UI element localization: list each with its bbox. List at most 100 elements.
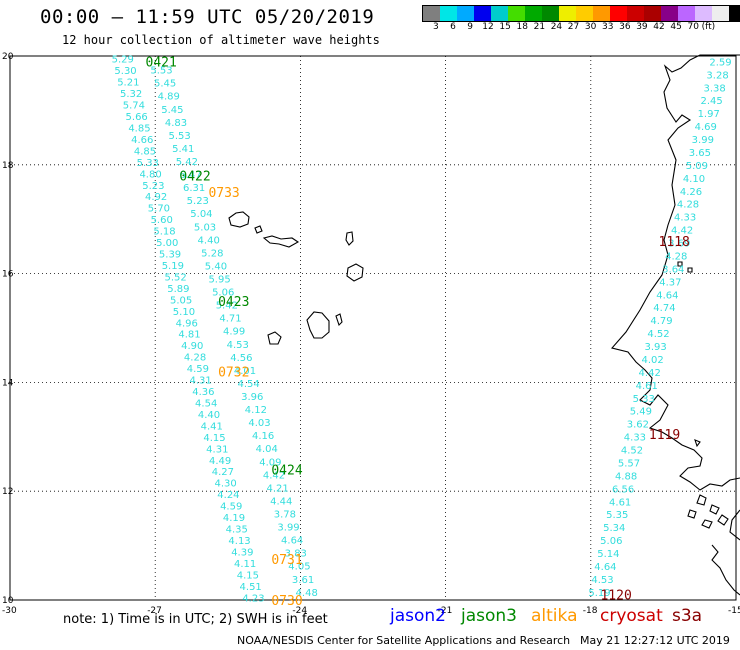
color-swatch <box>712 6 729 21</box>
pass-label: 1118 <box>659 235 690 250</box>
swh-value: 5.40 <box>205 261 227 272</box>
swh-value: 4.35 <box>226 525 248 536</box>
swh-value: 5.21 <box>117 78 139 89</box>
swh-value: 5.04 <box>190 209 212 220</box>
color-swatch <box>695 6 712 21</box>
swh-value: 4.59 <box>187 364 209 375</box>
swh-value: 4.89 <box>158 92 180 103</box>
lat-tick-label: 20 <box>2 52 14 62</box>
swh-value: 4.24 <box>217 490 239 501</box>
swh-value: 6.56 <box>612 484 634 495</box>
swh-value: 5.14 <box>597 549 619 560</box>
lat-tick-label: 12 <box>2 487 13 497</box>
swh-value: 3.93 <box>644 342 666 353</box>
swh-value: 4.56 <box>230 353 252 364</box>
color-scale-label: 24 <box>550 22 563 32</box>
pass-label: 0732 <box>218 366 249 381</box>
swh-value: 4.54 <box>237 379 259 390</box>
swh-value: 5.45 <box>161 105 183 116</box>
swh-value: 5.19 <box>588 588 610 599</box>
swh-value: 4.85 <box>134 146 156 157</box>
swh-value: 4.64 <box>594 562 616 573</box>
island-santo-antao <box>228 211 250 228</box>
swh-value: 4.28 <box>677 200 699 211</box>
color-swatch <box>525 6 542 21</box>
footer-timestamp: May 21 12:27:12 UTC 2019 <box>580 634 730 647</box>
swh-value: 5.03 <box>194 222 216 233</box>
pass-label: 0422 <box>179 170 210 185</box>
swh-value: 5.06 <box>212 288 234 299</box>
island-maio <box>335 313 343 327</box>
color-swatch <box>593 6 610 21</box>
lon-tick-label: -30 <box>2 606 17 616</box>
swh-value: 3.65 <box>689 148 711 159</box>
color-swatch <box>440 6 457 21</box>
swh-value: 4.96 <box>176 318 198 329</box>
swh-value: 4.31 <box>206 444 228 455</box>
swh-value: 4.42 <box>671 226 693 237</box>
island-fogo <box>267 331 282 345</box>
swh-value: 4.09 <box>259 457 281 468</box>
swh-value: 4.01 <box>234 366 256 377</box>
swh-value: 5.42 <box>176 157 198 168</box>
swh-value: 4.13 <box>228 536 250 547</box>
swh-value: 4.61 <box>636 381 658 392</box>
swh-value: 3.61 <box>292 575 314 586</box>
swh-value: 4.71 <box>219 314 241 325</box>
legend-s3a: s3a <box>672 606 703 626</box>
color-swatch <box>627 6 644 21</box>
map-frame <box>9 55 737 601</box>
swh-value: 4.28 <box>665 251 687 262</box>
island-sao-vicente <box>254 225 263 234</box>
swh-value: 4.36 <box>192 387 214 398</box>
swh-value: 4.40 <box>198 410 220 421</box>
color-swatch <box>678 6 695 21</box>
color-scale-label: 18 <box>516 22 528 32</box>
swh-value: 5.57 <box>618 458 640 469</box>
swh-value: 5.42 <box>216 301 238 312</box>
swh-value: 4.33 <box>624 433 646 444</box>
color-swatch <box>644 6 661 21</box>
swh-value: 4.90 <box>181 341 203 352</box>
color-scale-label: 6 <box>450 22 456 32</box>
swh-value: 5.32 <box>120 89 142 100</box>
color-swatch <box>729 6 740 21</box>
swh-value: 4.59 <box>220 502 242 513</box>
swh-value: 4.64 <box>281 536 303 547</box>
swh-value: 4.12 <box>245 405 267 416</box>
swh-value: 5.06 <box>600 536 622 547</box>
pass-label: 1119 <box>649 428 680 443</box>
swh-value: 5.18 <box>153 227 175 238</box>
color-scale-label: 33 <box>602 22 614 32</box>
swh-value: 4.26 <box>680 187 702 198</box>
color-swatch <box>661 6 678 21</box>
guinea-coast <box>729 509 740 541</box>
color-scale-label: 9 <box>467 22 473 32</box>
legend-jason3: jason3 <box>461 606 517 626</box>
color-swatch <box>576 6 593 21</box>
swh-value: 4.54 <box>195 398 217 409</box>
legend-jason2: jason2 <box>390 606 446 626</box>
sierra-leone-coast <box>711 544 740 596</box>
footer-credit: NOAA/NESDIS Center for Satellite Applica… <box>237 634 571 647</box>
swh-value: 4.52 <box>621 446 643 457</box>
swh-value: 4.49 <box>209 456 231 467</box>
swh-value: 4.74 <box>653 303 675 314</box>
lon-tick-label: -18 <box>583 606 598 616</box>
swh-value: 3.99 <box>692 135 714 146</box>
color-swatch <box>542 6 559 21</box>
swh-value: 4.28 <box>184 353 206 364</box>
lon-tick-label: -27 <box>147 606 162 616</box>
color-scale-label: 27 <box>567 22 580 32</box>
lat-tick-label: 18 <box>2 161 14 171</box>
swh-value: 4.30 <box>215 479 237 490</box>
swh-value: 4.99 <box>223 327 245 338</box>
color-swatch <box>610 6 627 21</box>
pass-label: 1120 <box>600 589 631 604</box>
coastal-islets <box>677 261 701 448</box>
color-scale-label: 45 <box>670 22 682 32</box>
swh-value: 6.31 <box>183 183 205 194</box>
swh-value: 5.95 <box>208 274 230 285</box>
color-scale-label: 21 <box>533 22 546 32</box>
swh-value: 4.80 <box>139 169 161 180</box>
